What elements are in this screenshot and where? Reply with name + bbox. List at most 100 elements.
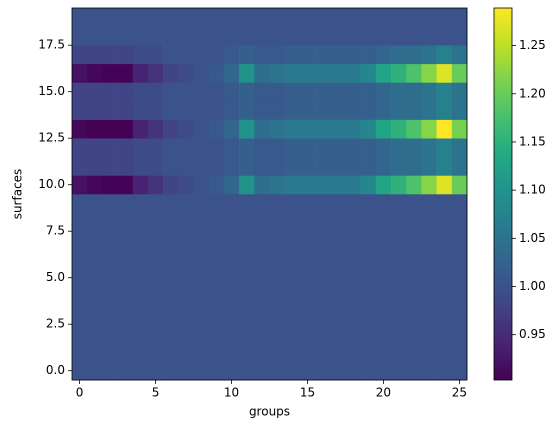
heatmap-cell <box>254 45 270 65</box>
heatmap-cell <box>406 45 422 65</box>
heatmap-cell <box>299 212 316 232</box>
heatmap-cell <box>391 287 407 306</box>
heatmap-cell <box>451 82 468 102</box>
heatmap-cell <box>223 119 240 139</box>
heatmap-cell <box>132 231 149 251</box>
heatmap-cell <box>239 231 255 251</box>
heatmap-cell <box>284 324 301 344</box>
heatmap-cell <box>375 175 392 195</box>
heatmap-cell <box>299 175 316 195</box>
heatmap-cell <box>330 342 346 362</box>
heatmap-cell <box>406 26 422 46</box>
heatmap-cell <box>299 8 316 27</box>
heatmap-cell <box>239 101 255 120</box>
heatmap-cell <box>269 361 285 381</box>
heatmap-cell <box>406 361 422 381</box>
heatmap-cell <box>315 287 331 306</box>
heatmap-cell <box>147 101 164 120</box>
heatmap-cell <box>132 175 149 195</box>
heatmap-cell <box>406 101 422 120</box>
heatmap-cell <box>436 342 453 362</box>
colorbar-tick-label: 1.05 <box>519 231 546 245</box>
heatmap-cell <box>178 156 194 176</box>
heatmap-cell <box>375 138 392 158</box>
heatmap-cell <box>223 45 240 65</box>
heatmap-cell <box>436 45 453 65</box>
heatmap-cell <box>284 305 301 325</box>
heatmap-cell <box>117 231 134 251</box>
heatmap-cell <box>193 231 210 251</box>
heatmap-cell <box>315 361 331 381</box>
heatmap-cell <box>208 156 225 176</box>
heatmap-cell <box>254 63 270 83</box>
heatmap-cell <box>269 138 285 158</box>
heatmap-cell <box>360 361 377 381</box>
heatmap-cell <box>451 305 468 325</box>
heatmap-cell <box>375 63 392 83</box>
heatmap-cell <box>102 175 118 195</box>
heatmap-cell <box>239 26 255 46</box>
heatmap-cell <box>132 82 149 102</box>
heatmap-cell <box>147 175 164 195</box>
heatmap-cell <box>102 119 118 139</box>
heatmap-cell <box>269 119 285 139</box>
colorbar-tick-label: 1.10 <box>519 183 546 197</box>
heatmap-cell <box>315 249 331 269</box>
heatmap-cell <box>406 231 422 251</box>
heatmap-cell <box>223 287 240 306</box>
heatmap-cell <box>436 101 453 120</box>
heatmap-cell <box>208 305 225 325</box>
heatmap-cell <box>87 268 103 288</box>
heatmap-cell <box>375 194 392 213</box>
heatmap-cell <box>223 249 240 269</box>
heatmap-cell <box>436 305 453 325</box>
heatmap-cell <box>163 268 179 288</box>
heatmap-cell <box>436 138 453 158</box>
heatmap-cell <box>117 26 134 46</box>
heatmap-cell <box>391 194 407 213</box>
heatmap-cell <box>421 268 437 288</box>
heatmap-cell <box>360 82 377 102</box>
heatmap-cell <box>451 342 468 362</box>
heatmap-cell <box>406 305 422 325</box>
heatmap-cell <box>391 324 407 344</box>
heatmap-cell <box>72 8 88 27</box>
heatmap-cell <box>193 268 210 288</box>
heatmap-cell <box>299 305 316 325</box>
heatmap-cell <box>102 342 118 362</box>
heatmap-cell <box>163 119 179 139</box>
heatmap-cell <box>391 138 407 158</box>
heatmap-cell <box>315 305 331 325</box>
heatmap-cell <box>239 156 255 176</box>
heatmap-cell <box>299 156 316 176</box>
y-axis-label: surfaces <box>11 169 25 220</box>
heatmap-cell <box>330 8 346 27</box>
heatmap-cell <box>345 249 361 269</box>
heatmap-cell <box>269 231 285 251</box>
heatmap-cell <box>330 175 346 195</box>
heatmap-cell <box>269 175 285 195</box>
heatmap-cell <box>193 63 210 83</box>
heatmap-cell <box>421 361 437 381</box>
heatmap-cell <box>451 212 468 232</box>
heatmap-cell <box>451 119 468 139</box>
heatmap-cell <box>223 82 240 102</box>
heatmap-cell <box>193 8 210 27</box>
heatmap-cell <box>406 8 422 27</box>
heatmap-cell <box>87 249 103 269</box>
heatmap-cell <box>147 82 164 102</box>
heatmap-cell <box>436 324 453 344</box>
heatmap-cell <box>87 138 103 158</box>
heatmap-cell <box>406 156 422 176</box>
heatmap-cell <box>360 342 377 362</box>
heatmap-cell <box>375 45 392 65</box>
heatmap-cell <box>254 175 270 195</box>
heatmap-cell <box>299 342 316 362</box>
heatmap-cell <box>269 63 285 83</box>
heatmap-cell <box>117 8 134 27</box>
heatmap-cell <box>315 212 331 232</box>
heatmap-cell <box>72 305 88 325</box>
heatmap-cell <box>102 138 118 158</box>
heatmap-cell <box>375 305 392 325</box>
heatmap-cell <box>254 82 270 102</box>
